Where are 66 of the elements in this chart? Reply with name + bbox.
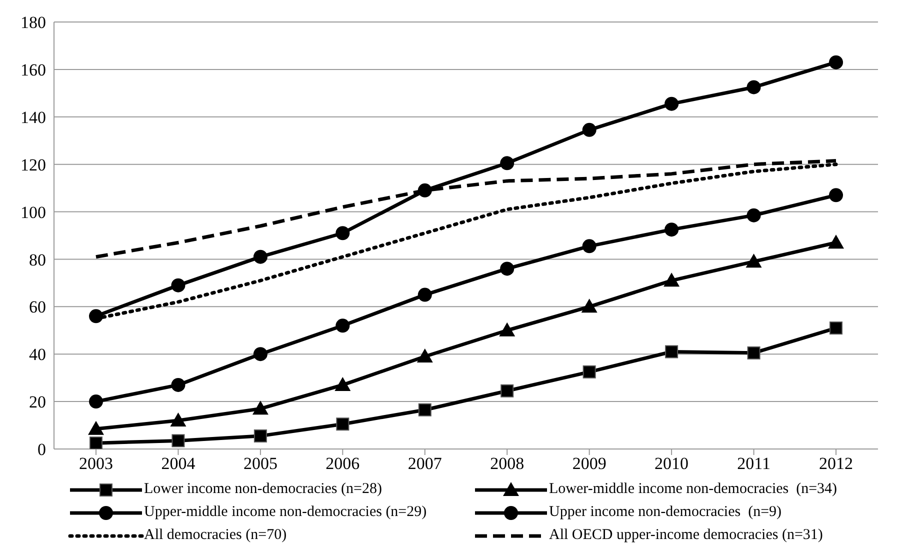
- y-tick-label: 160: [20, 60, 46, 80]
- legend-label: All OECD upper-income democracies (n=31): [549, 527, 823, 544]
- point: [582, 122, 596, 137]
- y-tick-label: 120: [20, 155, 46, 174]
- point: [253, 347, 268, 362]
- point: [336, 318, 350, 333]
- point: [254, 429, 267, 442]
- point: [664, 272, 680, 287]
- point: [172, 434, 185, 448]
- point: [746, 80, 761, 94]
- y-tick-label: 80: [29, 250, 46, 270]
- point: [747, 346, 760, 360]
- point: [170, 412, 186, 427]
- y-tick-label: 60: [29, 298, 46, 317]
- x-tick-label: 2004: [161, 454, 196, 474]
- x-tick-label: 2006: [326, 454, 360, 474]
- point: [336, 226, 350, 240]
- x-tick-label: 2007: [408, 454, 442, 474]
- point: [253, 250, 268, 264]
- point: [416, 348, 433, 362]
- legend-label: Lower income non-democracies (n=28): [144, 481, 382, 498]
- point: [582, 239, 596, 254]
- point: [830, 322, 842, 335]
- point: [829, 188, 843, 202]
- legend-label: Upper-middle income non-democracies (n=29): [144, 504, 427, 521]
- point: [746, 254, 762, 268]
- point: [500, 384, 514, 398]
- point: [746, 208, 761, 222]
- point: [582, 365, 596, 378]
- x-tick-label: 2003: [79, 454, 113, 474]
- point: [418, 403, 432, 416]
- y-tick-label: 180: [20, 13, 46, 32]
- x-tick-label: 2011: [737, 454, 770, 474]
- y-tick-label: 100: [20, 202, 46, 222]
- point: [581, 298, 598, 313]
- point: [336, 418, 350, 431]
- point: [89, 394, 103, 409]
- point: [90, 436, 102, 449]
- point: [171, 278, 186, 292]
- legend-label: Lower-middle income non-democracies (n=34): [549, 481, 838, 498]
- point: [252, 400, 268, 415]
- x-tick-label: 2009: [572, 454, 606, 474]
- point: [89, 309, 103, 324]
- point: [828, 234, 844, 249]
- x-tick-label: 2005: [243, 454, 278, 474]
- point: [500, 262, 514, 276]
- point: [171, 378, 186, 392]
- point: [88, 420, 104, 435]
- x-tick-label: 2012: [819, 454, 853, 474]
- legend-label: Upper income non-democracies (n=9): [549, 504, 782, 521]
- point: [418, 183, 432, 198]
- point: [665, 345, 678, 358]
- y-tick-label: 20: [29, 392, 46, 412]
- point: [500, 156, 514, 170]
- y-tick-label: 140: [20, 108, 46, 127]
- point: [334, 376, 351, 391]
- point: [664, 222, 679, 237]
- point: [499, 322, 516, 336]
- y-tick-label: 40: [29, 345, 46, 364]
- point: [664, 96, 679, 111]
- x-tick-label: 2008: [490, 454, 524, 474]
- point: [418, 288, 432, 302]
- x-tick-label: 2010: [654, 454, 689, 474]
- point: [829, 55, 843, 70]
- legend-label: All democracies (n=70): [144, 527, 287, 544]
- y-tick-label: 0: [38, 440, 46, 460]
